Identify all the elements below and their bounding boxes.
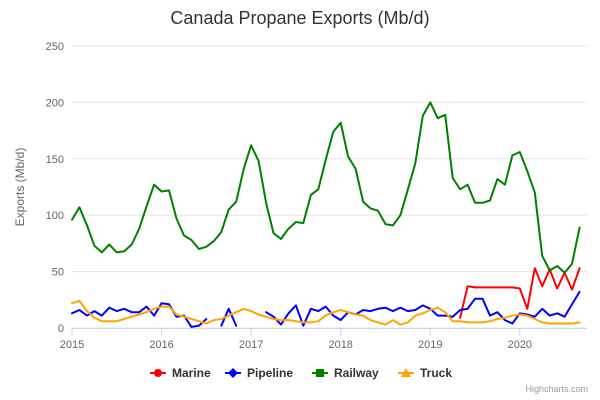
legend-marker-triangle-icon bbox=[401, 368, 411, 377]
y-tick-label: 150 bbox=[46, 154, 64, 166]
legend-item-marine[interactable]: Marine bbox=[150, 366, 211, 380]
series-railway bbox=[71, 101, 581, 274]
legend-item-railway[interactable]: Railway bbox=[312, 366, 379, 380]
x-tick-label: 2017 bbox=[239, 339, 263, 351]
y-tick-label: 0 bbox=[58, 323, 64, 335]
legend-marker-circle-icon bbox=[154, 369, 162, 377]
x-tick-label: 2018 bbox=[328, 339, 352, 351]
y-tick-label: 50 bbox=[52, 267, 64, 279]
legend-marker-square-icon bbox=[316, 369, 324, 377]
legend-label-pipeline: Pipeline bbox=[247, 366, 293, 380]
series-line-truck[interactable] bbox=[71, 299, 581, 326]
series-marine bbox=[459, 267, 581, 319]
legend-label-railway: Railway bbox=[334, 366, 379, 380]
x-tick-label: 2016 bbox=[149, 339, 173, 351]
x-tick-label: 2020 bbox=[508, 339, 532, 351]
series-layer bbox=[71, 101, 581, 328]
y-tick-label: 100 bbox=[46, 210, 64, 222]
legend-label-truck: Truck bbox=[420, 366, 452, 380]
axis-layer: 0 50 100 150 200 250 2015 2016 2017 2018 2019 2020 E… bbox=[13, 41, 587, 351]
legend-label-marine: Marine bbox=[172, 366, 211, 380]
chart-title: Canada Propane Exports (Mb/d) bbox=[170, 8, 429, 28]
series-line-pipeline[interactable] bbox=[71, 290, 581, 328]
x-tick-label: 2015 bbox=[60, 339, 84, 351]
series-truck bbox=[71, 299, 581, 326]
series-line-marine[interactable] bbox=[459, 267, 581, 319]
series-line-railway[interactable] bbox=[71, 101, 581, 274]
y-tick-label: 200 bbox=[46, 97, 64, 109]
x-tick-label: 2019 bbox=[418, 339, 442, 351]
series-pipeline bbox=[71, 290, 581, 328]
legend-item-pipeline[interactable]: Pipeline bbox=[225, 366, 293, 380]
legend-marker-diamond-icon bbox=[228, 368, 238, 378]
y-axis-title: Exports (Mb/d) bbox=[13, 148, 27, 227]
legend: Marine Pipeline Railway Truck bbox=[150, 366, 452, 380]
legend-item-truck[interactable]: Truck bbox=[398, 366, 452, 380]
grid-layer bbox=[72, 45, 587, 329]
credits-text[interactable]: Highcharts.com bbox=[525, 384, 588, 394]
y-tick-label: 250 bbox=[46, 41, 64, 53]
